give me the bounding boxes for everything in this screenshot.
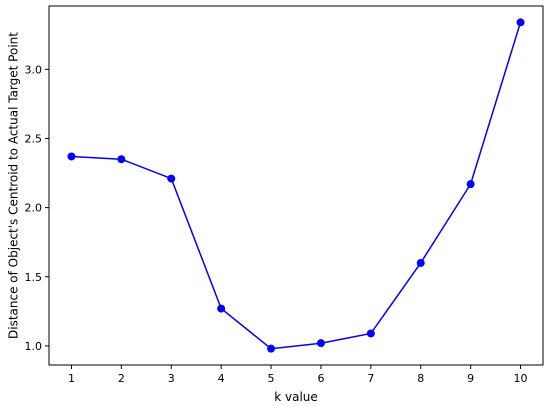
data-point <box>516 18 525 27</box>
y-tick-label: 1.5 <box>25 271 43 284</box>
data-point <box>217 304 226 313</box>
data-point <box>366 329 375 338</box>
x-axis-title: k value <box>274 390 318 404</box>
x-tick-label: 2 <box>118 372 125 385</box>
data-point <box>67 152 76 161</box>
series-points <box>67 18 525 353</box>
y-tick-label: 2.5 <box>25 132 43 145</box>
y-tick-label: 2.0 <box>25 202 43 215</box>
x-tick-label: 8 <box>417 372 424 385</box>
y-tick-label: 1.0 <box>25 340 43 353</box>
data-point <box>416 258 425 267</box>
axes-frame <box>48 5 544 366</box>
x-axis-ticks: 1 2 3 4 5 6 7 8 9 10 <box>68 365 528 385</box>
data-point <box>316 339 325 348</box>
data-point <box>267 344 276 353</box>
series-line <box>71 22 522 350</box>
x-tick-label: 4 <box>218 372 225 385</box>
x-tick-label: 1 <box>68 372 75 385</box>
x-tick-label: 5 <box>268 372 275 385</box>
x-tick-label: 3 <box>168 372 175 385</box>
x-tick-label: 7 <box>367 372 374 385</box>
plot-area: 1 2 3 4 5 6 7 8 9 10 1.0 1.5 2.0 2.5 3.0 <box>25 5 544 385</box>
x-tick-label: 10 <box>514 372 528 385</box>
x-tick-label: 6 <box>317 372 324 385</box>
data-point <box>167 174 176 183</box>
data-point <box>117 155 126 164</box>
y-tick-label: 3.0 <box>25 63 43 76</box>
x-tick-label: 9 <box>467 372 474 385</box>
data-point <box>466 180 475 189</box>
y-axis-title: Distance of Object's Centroid to Actual … <box>7 32 21 339</box>
y-axis-ticks: 1.0 1.5 2.0 2.5 3.0 <box>25 63 49 353</box>
